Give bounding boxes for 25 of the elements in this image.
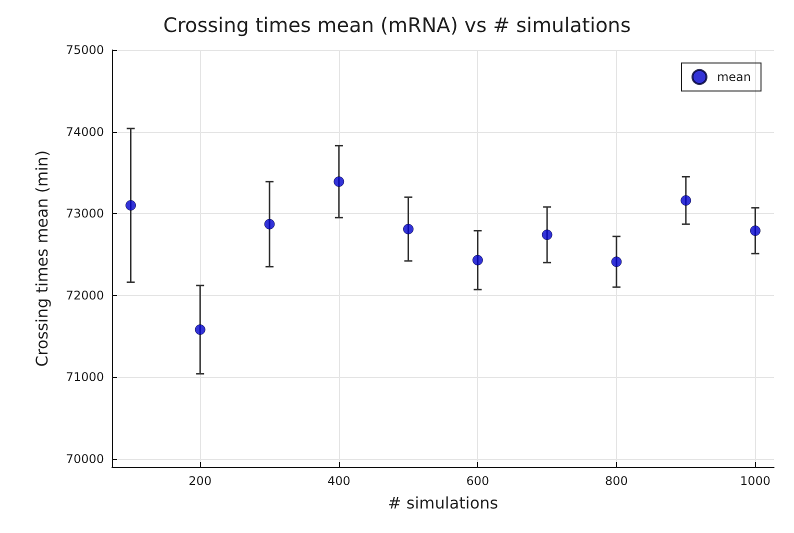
point [750,225,761,236]
x-axis-title: # simulations [388,494,498,512]
y-tick-label: 74000 [66,124,104,139]
point [403,224,414,234]
point [472,254,483,266]
y-tick-label: 75000 [66,43,104,57]
y-axis-title: Crossing times mean (min) [32,150,52,367]
point [542,230,552,240]
y-tick-label: 73000 [66,206,104,221]
y-tick-label: 72000 [66,288,104,302]
chart-title: Crossing times mean (mRNA) vs # simulations [163,13,631,37]
point [334,176,344,187]
x-tick-label: 1000 [740,474,771,488]
point [680,195,692,206]
x-tick-label: 600 [466,474,490,488]
x-tick-label: 200 [188,474,212,488]
y-tick-label: 70000 [66,452,104,466]
point [194,324,206,335]
x-tick-label: 400 [327,474,350,488]
point [264,218,275,230]
y-tick-label: 71000 [66,370,104,384]
point [125,200,136,211]
point [611,256,622,268]
legend-label: mean [716,70,751,84]
x-tick-label: 800 [605,474,628,488]
